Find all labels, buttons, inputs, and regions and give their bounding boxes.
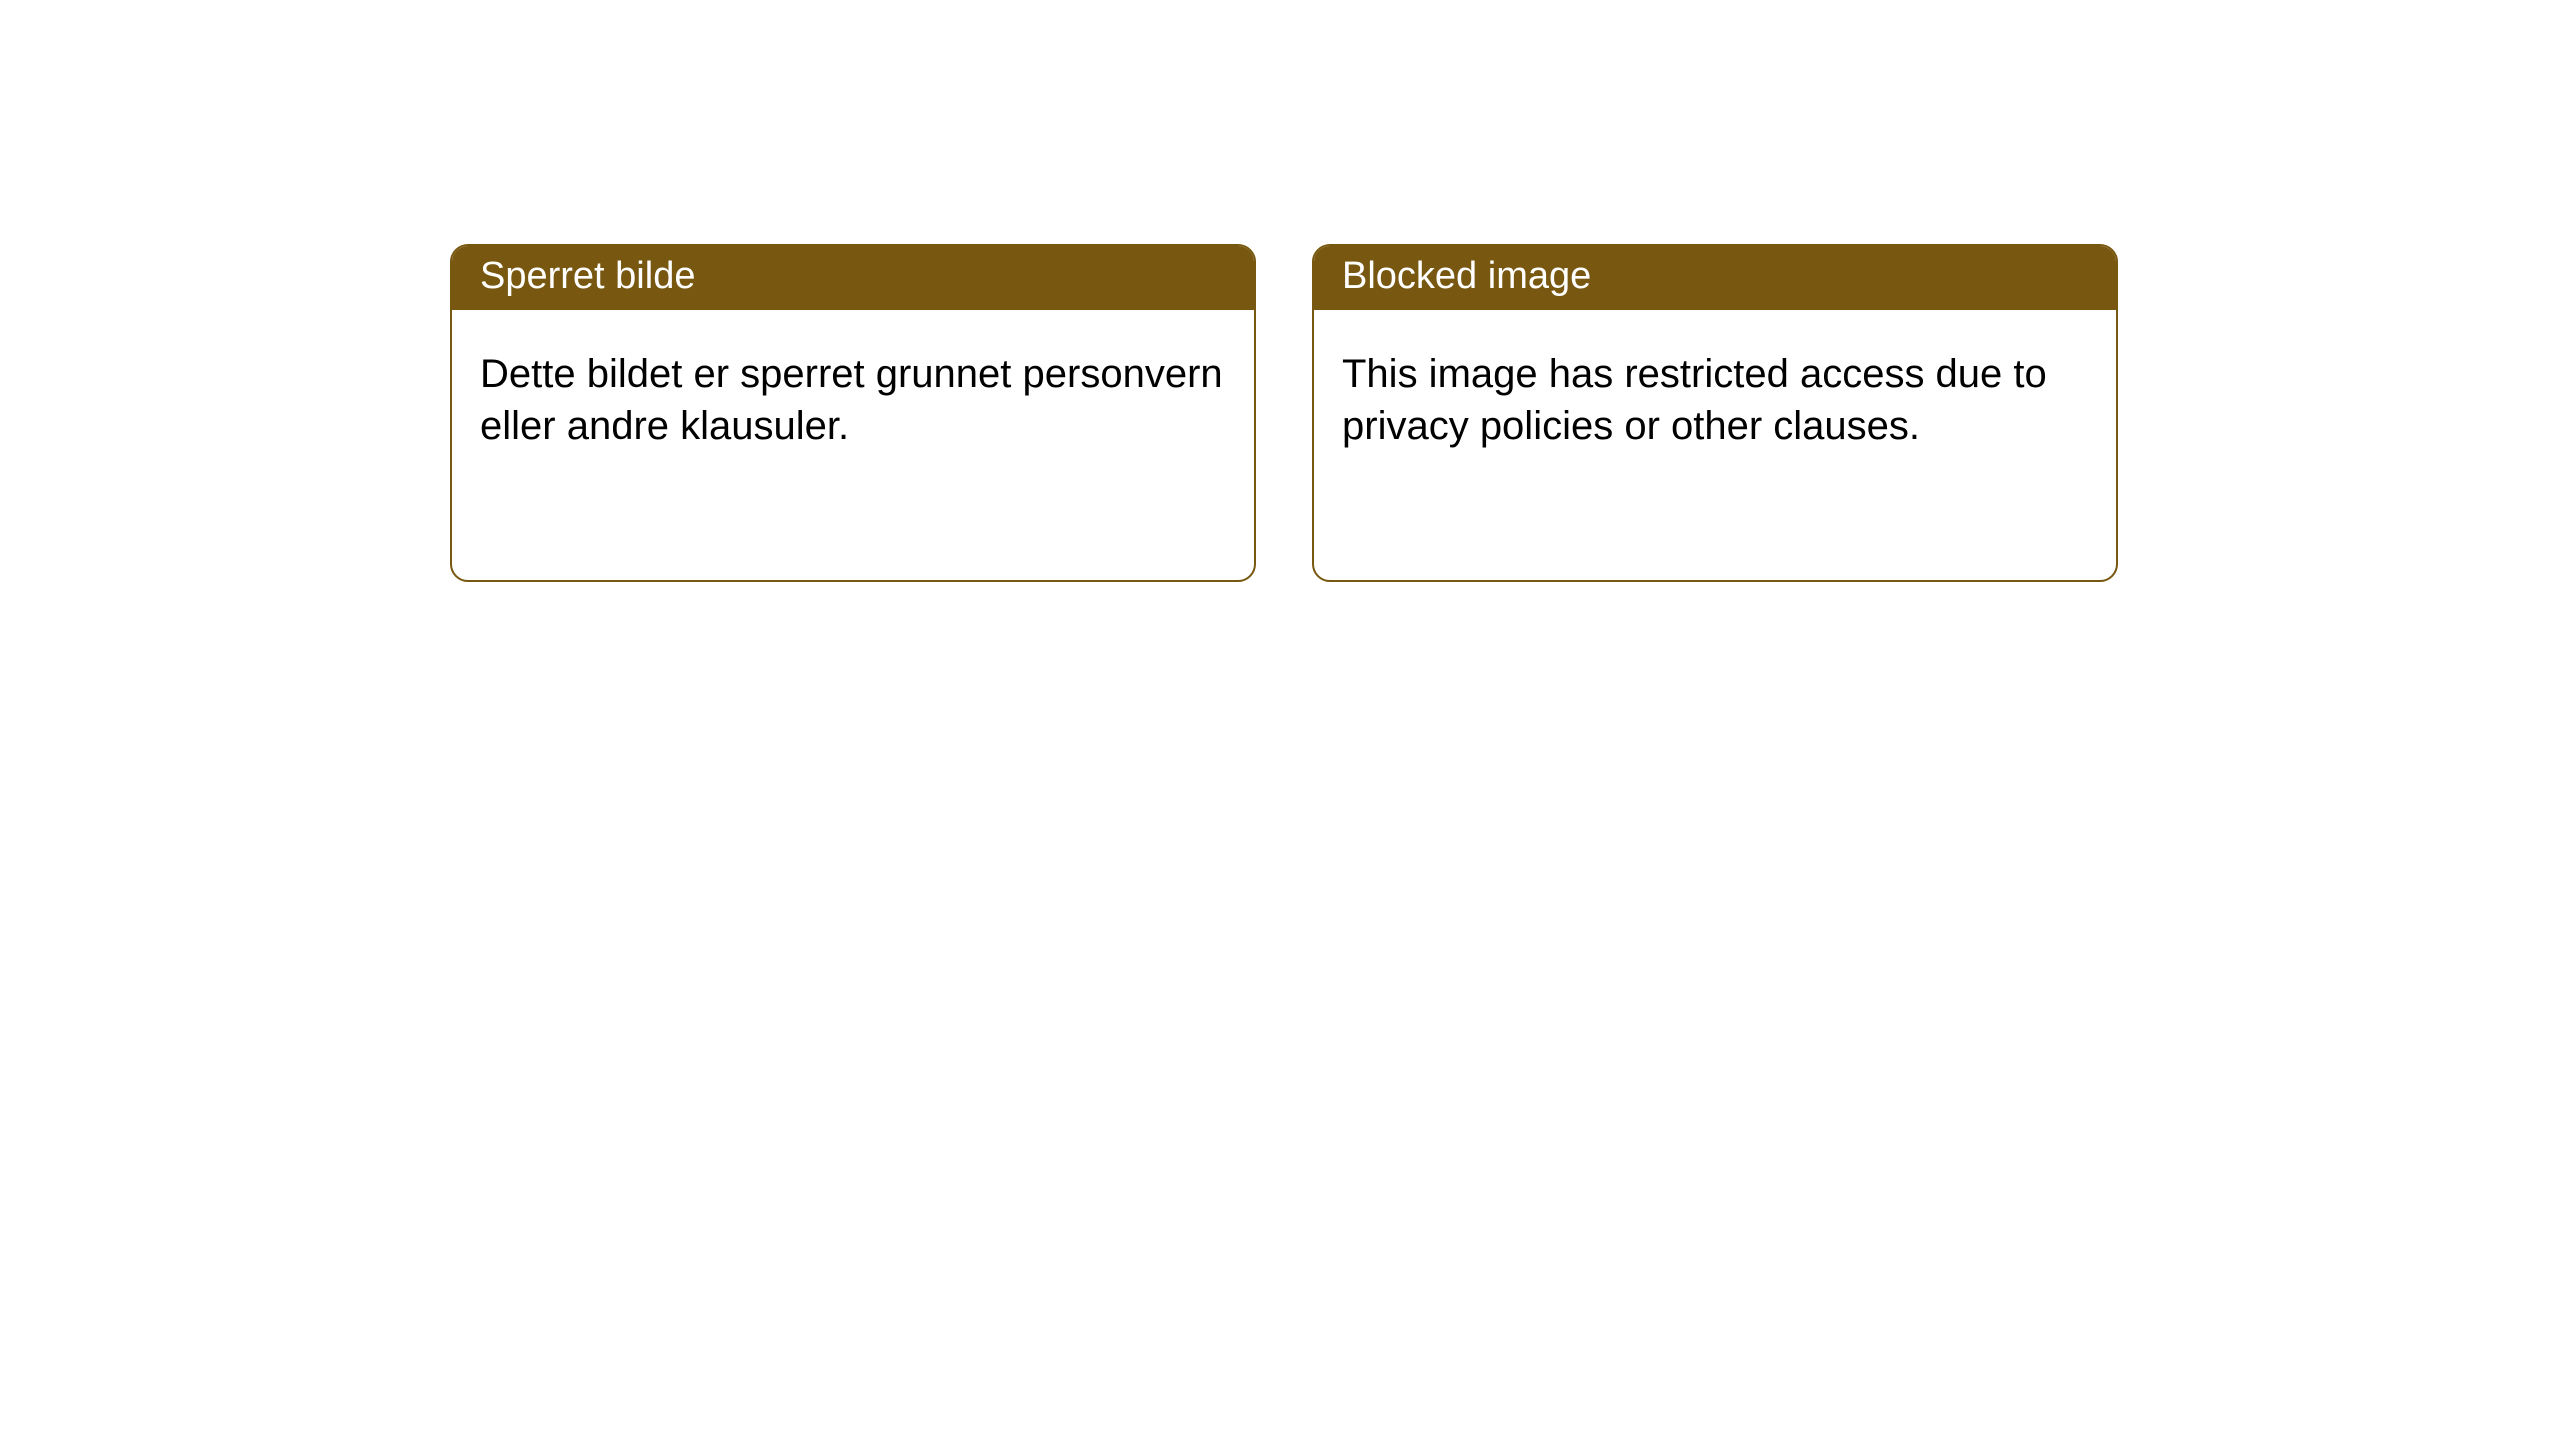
card-body-no: Dette bildet er sperret grunnet personve… xyxy=(452,310,1254,490)
blocked-image-card-en: Blocked image This image has restricted … xyxy=(1312,244,2118,582)
notice-cards-container: Sperret bilde Dette bildet er sperret gr… xyxy=(0,0,2560,582)
card-header-en: Blocked image xyxy=(1314,246,2116,310)
card-header-no: Sperret bilde xyxy=(452,246,1254,310)
card-body-en: This image has restricted access due to … xyxy=(1314,310,2116,490)
blocked-image-card-no: Sperret bilde Dette bildet er sperret gr… xyxy=(450,244,1256,582)
